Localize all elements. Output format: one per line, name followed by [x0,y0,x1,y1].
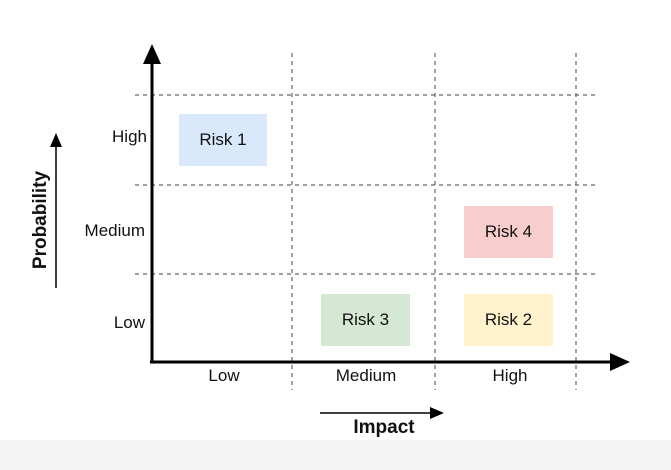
risk-box: Risk 4 [464,206,553,258]
y-axis-arrow-icon [143,44,161,64]
grid-lines [135,53,596,390]
footer-strip [0,440,671,470]
x-tick-medium: Medium [335,366,397,385]
y-tick-low: Low [113,313,145,332]
x-axis-title: Impact [353,417,415,438]
axis-title-arrows [50,133,444,419]
risk-matrix-diagram [50,44,630,419]
y-tick-medium: Medium [84,221,145,240]
risk-box: Risk 1 [179,114,267,166]
x-tick-low: Low [208,366,240,385]
y-title-arrow-icon [50,133,62,147]
y-tick-high: High [112,127,147,146]
x-axis-arrow-icon [610,353,630,371]
x-title-arrow-icon [430,407,444,419]
risk-box: Risk 2 [464,294,553,346]
axes [143,44,630,371]
x-tick-high: High [492,366,528,385]
y-axis-title: Probability [30,170,51,270]
risk-box: Risk 3 [321,294,410,346]
